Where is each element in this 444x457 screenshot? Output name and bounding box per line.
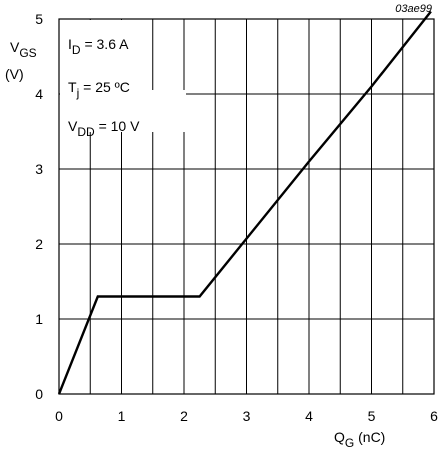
x-tick-label: 4 xyxy=(305,408,313,424)
y-tick-label: 0 xyxy=(35,386,43,402)
tick-labels: 0 1 2 3 4 5 6 0 1 2 3 4 5 xyxy=(35,11,438,424)
condition-annotation: ID = 3.6 A xyxy=(68,36,129,57)
grid xyxy=(59,19,434,394)
axis-labels: VGS (V) QG (nC) ID = 3.6 A Tj = 25 ºC VDD = 1… xyxy=(5,36,385,450)
x-tick-label: 3 xyxy=(243,408,251,424)
figure-code: 03ae99 xyxy=(395,3,432,15)
y-axis-unit: (V) xyxy=(5,66,24,82)
y-tick-label: 2 xyxy=(35,236,43,252)
annotation-box xyxy=(60,20,186,132)
y-axis-label: VGS xyxy=(10,39,37,60)
annotation-mask xyxy=(60,20,152,90)
x-tick-label: 0 xyxy=(55,408,63,424)
x-tick-label: 6 xyxy=(430,408,438,424)
x-axis-label: QG (nC) xyxy=(334,429,385,450)
condition-annotation: VDD = 10 V xyxy=(68,118,140,139)
y-tick-label: 1 xyxy=(35,311,43,327)
vgs-curve xyxy=(57,10,432,395)
x-tick-label: 1 xyxy=(118,408,126,424)
annotation-mask xyxy=(60,90,186,132)
condition-annotation: Tj = 25 ºC xyxy=(68,79,130,100)
y-tick-label: 5 xyxy=(35,11,43,27)
y-tick-label: 3 xyxy=(35,161,43,177)
x-tick-label: 2 xyxy=(180,408,188,424)
plot-frame xyxy=(58,18,435,395)
x-tick-label: 5 xyxy=(368,408,376,424)
y-tick-label: 4 xyxy=(35,86,43,102)
